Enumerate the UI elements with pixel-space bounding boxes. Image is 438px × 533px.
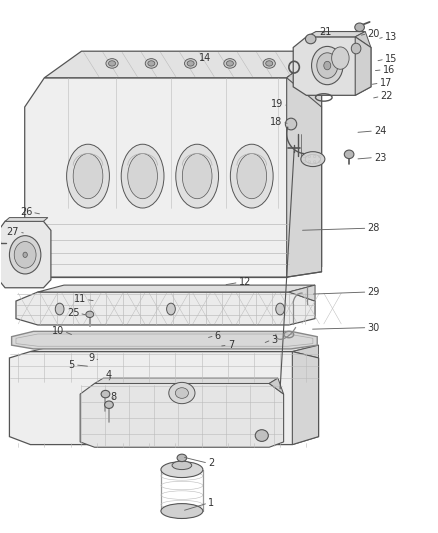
- Text: 21: 21: [319, 27, 332, 37]
- Text: 7: 7: [228, 340, 234, 350]
- Ellipse shape: [324, 61, 331, 70]
- Polygon shape: [287, 51, 321, 107]
- Ellipse shape: [109, 61, 116, 66]
- Polygon shape: [25, 78, 321, 277]
- Text: 13: 13: [385, 32, 397, 42]
- Ellipse shape: [226, 61, 233, 66]
- Ellipse shape: [148, 61, 155, 66]
- Polygon shape: [16, 292, 315, 325]
- Ellipse shape: [105, 401, 113, 408]
- Text: 25: 25: [67, 308, 79, 318]
- Polygon shape: [95, 378, 278, 383]
- Text: 8: 8: [110, 392, 117, 402]
- Text: 9: 9: [88, 353, 95, 363]
- Text: 3: 3: [272, 335, 278, 345]
- Ellipse shape: [224, 59, 236, 68]
- Polygon shape: [30, 345, 318, 352]
- Ellipse shape: [23, 252, 27, 257]
- Ellipse shape: [101, 390, 110, 398]
- Ellipse shape: [266, 61, 273, 66]
- Polygon shape: [80, 383, 284, 447]
- Polygon shape: [355, 31, 371, 47]
- Text: 1: 1: [208, 498, 214, 508]
- Text: 15: 15: [385, 54, 397, 64]
- Ellipse shape: [0, 238, 1, 247]
- Text: 28: 28: [367, 223, 380, 233]
- Polygon shape: [293, 37, 371, 95]
- Text: 20: 20: [367, 29, 380, 39]
- Ellipse shape: [166, 303, 175, 315]
- Ellipse shape: [230, 144, 273, 208]
- Ellipse shape: [317, 53, 338, 78]
- Ellipse shape: [177, 454, 187, 462]
- Ellipse shape: [182, 154, 212, 199]
- Polygon shape: [10, 352, 318, 445]
- Text: 30: 30: [367, 322, 380, 333]
- Ellipse shape: [86, 311, 94, 318]
- Polygon shape: [289, 285, 315, 301]
- Ellipse shape: [145, 59, 157, 68]
- Text: 16: 16: [383, 65, 395, 75]
- Text: 27: 27: [7, 227, 19, 237]
- Ellipse shape: [169, 382, 195, 403]
- Text: 24: 24: [374, 126, 386, 136]
- Text: 29: 29: [367, 287, 380, 297]
- Ellipse shape: [161, 462, 203, 478]
- Text: 11: 11: [74, 294, 86, 304]
- Text: 6: 6: [215, 330, 221, 341]
- Polygon shape: [269, 378, 284, 394]
- Ellipse shape: [121, 144, 164, 208]
- Polygon shape: [355, 37, 371, 95]
- Text: 17: 17: [380, 78, 392, 88]
- Ellipse shape: [184, 59, 197, 68]
- Polygon shape: [0, 221, 51, 288]
- Ellipse shape: [106, 59, 118, 68]
- Polygon shape: [292, 345, 318, 358]
- Ellipse shape: [175, 387, 188, 398]
- Ellipse shape: [237, 154, 267, 199]
- Polygon shape: [5, 217, 48, 221]
- Ellipse shape: [286, 118, 297, 130]
- Ellipse shape: [10, 236, 41, 274]
- Ellipse shape: [305, 34, 316, 44]
- Text: 4: 4: [106, 370, 112, 381]
- Polygon shape: [12, 332, 317, 349]
- Ellipse shape: [172, 461, 192, 470]
- Polygon shape: [44, 51, 321, 78]
- Text: 22: 22: [381, 91, 393, 101]
- Ellipse shape: [351, 43, 361, 54]
- Text: 12: 12: [239, 278, 251, 287]
- Text: 10: 10: [52, 326, 64, 336]
- Ellipse shape: [276, 303, 285, 315]
- Text: 19: 19: [271, 99, 283, 109]
- Ellipse shape: [187, 61, 194, 66]
- Polygon shape: [292, 352, 318, 445]
- Ellipse shape: [332, 47, 349, 69]
- Ellipse shape: [176, 144, 219, 208]
- Text: 26: 26: [20, 207, 32, 217]
- Text: 2: 2: [208, 458, 214, 468]
- Ellipse shape: [55, 303, 64, 315]
- Ellipse shape: [161, 504, 203, 519]
- Polygon shape: [38, 285, 315, 292]
- Ellipse shape: [263, 59, 276, 68]
- Ellipse shape: [67, 144, 110, 208]
- Ellipse shape: [73, 154, 103, 199]
- Ellipse shape: [128, 154, 157, 199]
- Polygon shape: [287, 51, 321, 277]
- Ellipse shape: [14, 241, 36, 268]
- Ellipse shape: [311, 46, 343, 85]
- Polygon shape: [306, 31, 365, 37]
- Text: 18: 18: [270, 117, 283, 127]
- Text: 23: 23: [374, 152, 386, 163]
- Text: 14: 14: [199, 53, 212, 63]
- Ellipse shape: [355, 23, 364, 31]
- Ellipse shape: [344, 150, 354, 159]
- Ellipse shape: [301, 152, 325, 166]
- Ellipse shape: [255, 430, 268, 441]
- Text: 5: 5: [69, 360, 75, 370]
